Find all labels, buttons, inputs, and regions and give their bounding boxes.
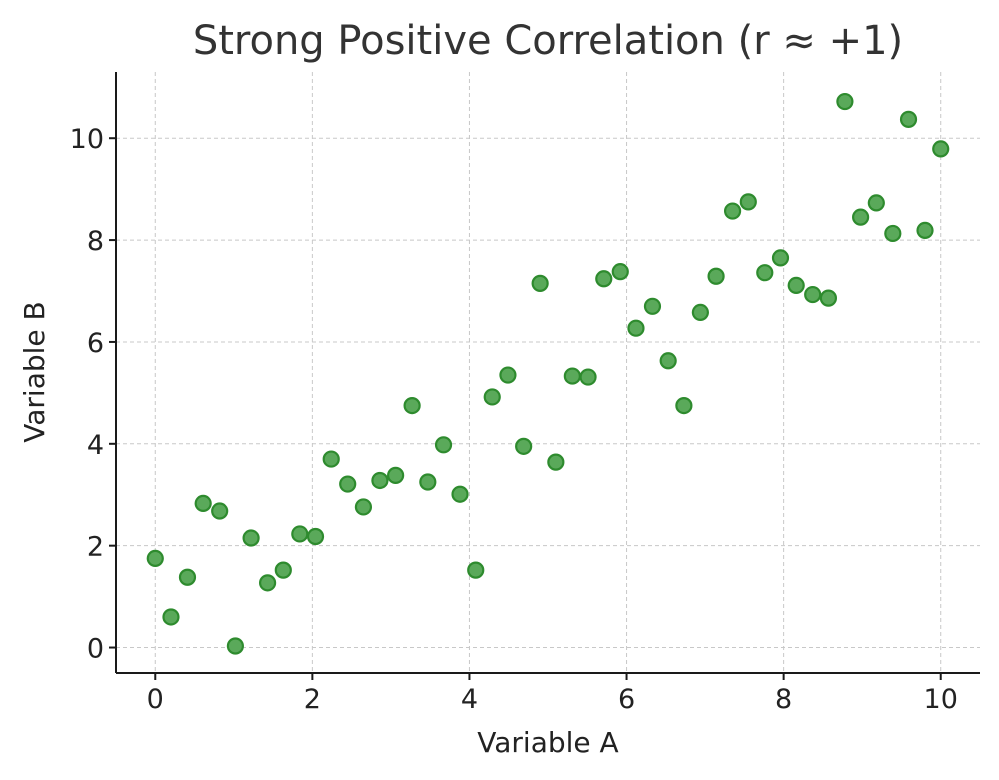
scatter-point [242, 529, 260, 547]
scatter-point [306, 527, 325, 546]
scatter-point [771, 249, 790, 267]
scatter-point [739, 193, 757, 211]
scatter-point [531, 274, 549, 292]
scatter-point [483, 388, 501, 406]
scatter-point [274, 561, 292, 579]
scatter-point [291, 525, 309, 543]
scatter-point [339, 475, 357, 493]
y-tick-label: 2 [87, 532, 104, 563]
scatter-point [403, 397, 421, 415]
scatter-point [258, 574, 277, 592]
scatter-point [226, 637, 244, 655]
scatter-point [467, 561, 485, 579]
scatter-point [515, 437, 533, 455]
x-axis-label: Variable A [477, 726, 618, 759]
x-tick-label: 6 [618, 684, 635, 715]
scatter-point [434, 436, 453, 454]
scatter-point [354, 498, 373, 516]
x-tick-label: 8 [775, 684, 792, 715]
scatter-point [804, 285, 822, 304]
x-tick-label: 0 [147, 684, 164, 715]
scatter-point [563, 367, 581, 385]
scatter-point [211, 502, 229, 520]
scatter-point [595, 270, 613, 288]
scatter-point [916, 221, 934, 239]
scatter-point [723, 202, 742, 220]
scatter-point [707, 267, 725, 285]
scatter-point [547, 453, 565, 471]
scatter-point [579, 368, 597, 386]
scatter-point [371, 471, 389, 490]
scatter-point [884, 224, 902, 243]
data-points [146, 92, 950, 655]
scatter-point [899, 110, 918, 128]
scatter-point [627, 319, 645, 337]
y-axis-label: Variable B [18, 301, 51, 442]
scatter-point [322, 450, 340, 468]
x-tick-label: 10 [924, 684, 958, 715]
scatter-point [387, 466, 405, 484]
scatter-point [819, 289, 838, 307]
scatter-point [611, 263, 629, 281]
scatter-point [162, 608, 180, 626]
scatter-point [756, 264, 774, 282]
axes [109, 72, 980, 680]
y-tick-label: 10 [70, 124, 104, 155]
scatter-point [499, 366, 517, 384]
tick-labels: 0 2 4 6 8 10 0 2 4 6 8 10 [70, 124, 958, 715]
scatter-point [836, 92, 854, 111]
chart-title: Strong Positive Correlation (r ≈ +1) [193, 18, 903, 64]
scatter-point [178, 568, 197, 586]
scatter-point [675, 397, 693, 415]
scatter-point [691, 303, 709, 321]
scatter-point [146, 549, 164, 568]
gridlines [116, 72, 980, 673]
x-tick-label: 2 [304, 684, 321, 715]
x-tick-label: 4 [461, 684, 478, 715]
scatter-point [787, 276, 805, 295]
scatter-point [867, 194, 885, 212]
y-tick-label: 4 [87, 430, 104, 461]
scatter-point [451, 485, 469, 503]
scatter-point [852, 208, 870, 226]
scatter-point [419, 473, 437, 491]
y-tick-label: 8 [87, 226, 104, 257]
scatter-point [194, 494, 212, 512]
y-tick-label: 0 [87, 634, 104, 665]
scatter-point [643, 297, 662, 315]
scatter-point [932, 140, 950, 158]
scatter-point [659, 352, 677, 370]
y-tick-label: 6 [87, 328, 104, 359]
